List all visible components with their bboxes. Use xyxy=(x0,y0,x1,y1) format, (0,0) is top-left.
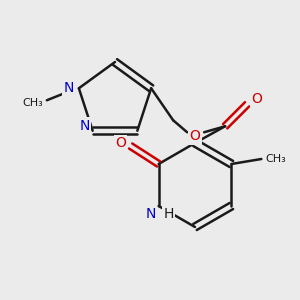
Text: O: O xyxy=(252,92,262,106)
Text: H: H xyxy=(164,207,174,221)
Text: N: N xyxy=(80,119,90,133)
Text: CH₃: CH₃ xyxy=(22,98,43,108)
Text: O: O xyxy=(115,136,126,150)
Text: N: N xyxy=(64,81,74,95)
Text: CH₃: CH₃ xyxy=(265,154,286,164)
Text: O: O xyxy=(190,129,201,143)
Text: N: N xyxy=(146,207,156,221)
